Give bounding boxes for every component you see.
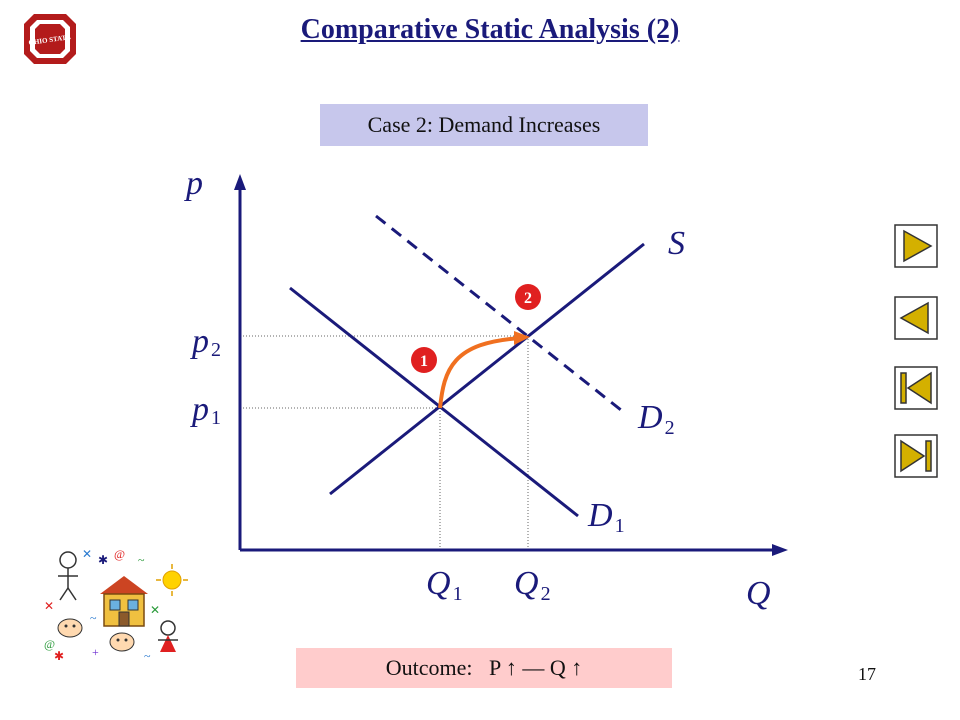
y-axis-arrow (234, 174, 246, 190)
outcome-box: Outcome: P ↑ — Q ↑ (296, 648, 672, 688)
outcome-quantity: Q (549, 655, 566, 680)
y-axis-label: p (184, 165, 203, 202)
svg-text:~: ~ (144, 649, 151, 663)
supply-curve (329, 242, 645, 496)
supply-label: S (668, 225, 685, 262)
demand-curve-d1 (289, 286, 579, 518)
marker-1 (411, 347, 437, 373)
outcome-price: P (488, 655, 501, 680)
play-back-icon (899, 301, 929, 335)
adjustment-path (438, 336, 523, 409)
adjustment-arrowhead (514, 331, 530, 345)
x-axis-label: Q (746, 575, 771, 612)
marker-2-label: 2 (524, 290, 532, 307)
last-slide-button[interactable] (894, 434, 938, 478)
marker-2 (515, 284, 541, 310)
kids-doodle-clipart: ✕ ✱ @ ~ ✕ @ ~ ✕ ✱ + ~ (44, 547, 188, 663)
svg-text:✱: ✱ (98, 553, 108, 567)
svg-text:@: @ (114, 547, 125, 561)
svg-text:~: ~ (138, 553, 145, 567)
demand-curve-d2 (375, 214, 627, 416)
svg-text:✱: ✱ (54, 649, 64, 663)
slide-title: Comparative Static Analysis (2) (300, 14, 680, 45)
page-number: 17 (858, 664, 876, 684)
outcome-label: Outcome: (385, 655, 473, 680)
outcome-separator: — (522, 655, 545, 680)
price-up-arrow: ↑ (505, 655, 517, 680)
next-slide-button[interactable] (894, 224, 938, 268)
svg-text:✕: ✕ (44, 599, 54, 613)
svg-text:@: @ (44, 637, 55, 651)
quantity-up-arrow: ↑ (571, 655, 583, 680)
previous-slide-button[interactable] (894, 296, 938, 340)
skip-to-start-icon (900, 371, 932, 405)
svg-text:✕: ✕ (82, 547, 92, 561)
svg-text:~: ~ (90, 611, 97, 625)
x-axis-arrow (772, 544, 788, 556)
skip-to-end-icon (900, 439, 932, 473)
case-label: Case 2: Demand Increases (320, 104, 648, 146)
marker-1-label: 1 (420, 353, 428, 370)
play-forward-icon (903, 229, 933, 263)
first-slide-button[interactable] (894, 366, 938, 410)
ohio-state-logo: OHIO STATE (24, 14, 76, 64)
svg-text:✕: ✕ (150, 603, 160, 617)
svg-text:+: + (92, 645, 99, 659)
